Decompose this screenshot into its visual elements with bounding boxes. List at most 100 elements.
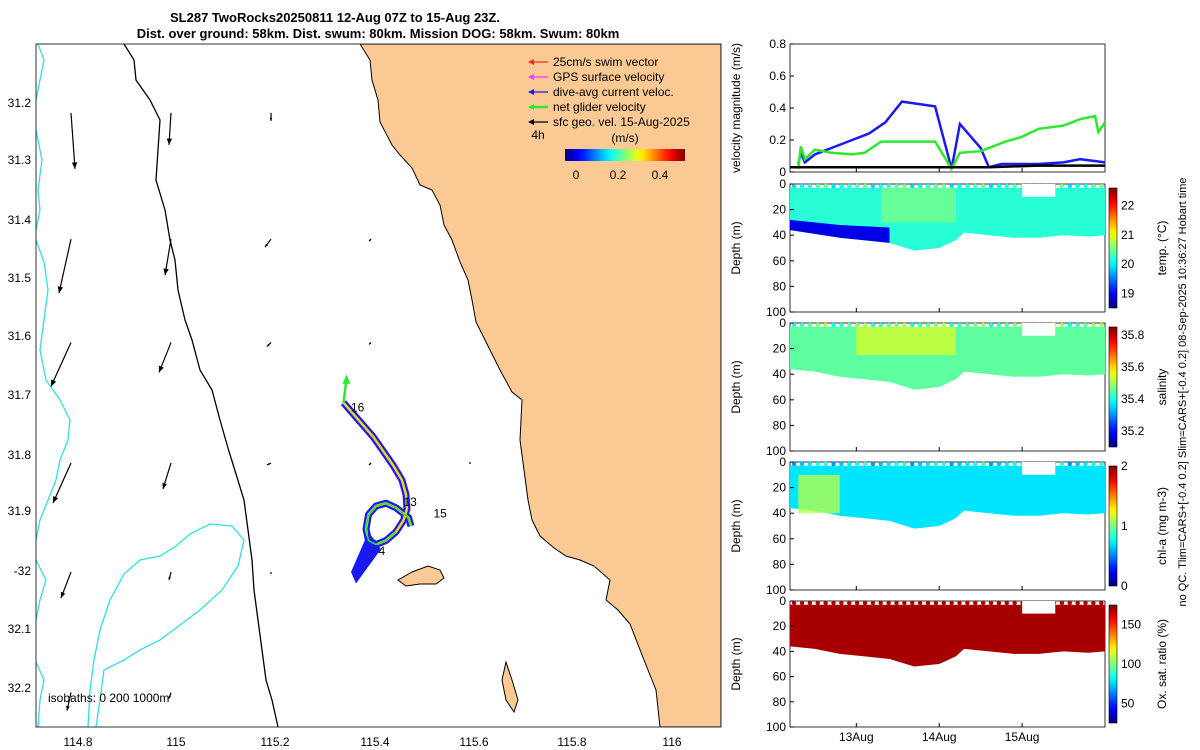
- map-y-tick: 31.5: [8, 271, 32, 285]
- chl-maximum: [798, 474, 840, 514]
- depth-tick: 60: [773, 254, 787, 268]
- figure-title-line2: Dist. over ground: 58km. Dist. swum: 80k…: [137, 26, 620, 41]
- depth-tick: 80: [773, 695, 787, 709]
- sfc-vector-arrow: [158, 342, 172, 373]
- map-y-tick: 31.3: [8, 153, 32, 167]
- depth-axis-label: Depth (m): [729, 499, 743, 552]
- colorbar-tick: 0.2: [610, 168, 627, 182]
- isobath-200m: [123, 44, 279, 727]
- sfc-vector-arrow: [266, 342, 272, 347]
- legend-item-dive_avg: dive-avg current veloc.: [528, 85, 674, 99]
- island-garden: [501, 660, 519, 714]
- legend-label: GPS surface velocity: [553, 70, 664, 84]
- surface-dots: [791, 183, 1104, 189]
- sfc-vector-field: [50, 112, 471, 711]
- sfc-vector-arrow: [269, 112, 273, 121]
- colorbar-label: (m/s): [611, 131, 638, 145]
- time-tick: 15Aug: [1005, 730, 1040, 744]
- colorbar-tick: 0: [573, 168, 580, 182]
- sfc-vector-arrow: [57, 239, 72, 294]
- track-label: 15: [434, 507, 448, 521]
- depth-axis-label: Depth (m): [729, 360, 743, 413]
- depth-tick: 40: [773, 367, 787, 381]
- depth-tick: 80: [773, 279, 787, 293]
- colorbar-label: temp. (°C): [1155, 221, 1169, 276]
- colorbar-tick: 150: [1121, 618, 1141, 632]
- colorbar-tick: 1: [1121, 519, 1128, 533]
- colorbar-tick: 35.2: [1121, 424, 1145, 438]
- sfc-vector-arrow: [162, 462, 172, 490]
- chlorophyll-section: 0 20 40 60 80 100 0 1 2 chl-a (mg m-3): [766, 455, 1169, 597]
- map-x-tick: 116: [662, 735, 681, 749]
- section-colorbar: 35.2 35.4 35.6 35.8: [1108, 326, 1145, 448]
- time-tick: 13Aug: [839, 730, 874, 744]
- map-x-tick: 115: [166, 735, 185, 749]
- legend-item-swim: 25cm/s swim vector: [528, 55, 658, 69]
- sfc-vector-arrow: [166, 112, 173, 145]
- map-y-ticks: 31.2 31.3 31.4 31.5 31.6 31.7 31.8 31.9 …: [8, 96, 32, 695]
- depth-tick: 80: [773, 418, 787, 432]
- depth-tick: 0: [779, 455, 786, 469]
- depth-tick: 20: [773, 203, 787, 217]
- legend-item-gps: GPS surface velocity: [528, 70, 664, 84]
- colorbar-tick: 21: [1121, 228, 1135, 242]
- depth-tick: 60: [773, 670, 787, 684]
- figure-title-line1: SL287 TwoRocks20250811 12-Aug 07Z to 15-…: [170, 10, 500, 25]
- depth-axis-label: Depth (m): [729, 221, 743, 274]
- colorbar-tick: 0.4: [652, 168, 669, 182]
- colorbar-tick: 100: [1121, 657, 1141, 671]
- map-y-tick: 31.8: [8, 448, 32, 462]
- depth-tick: 40: [773, 506, 787, 520]
- map-x-tick: 115.2: [260, 735, 289, 749]
- map-y-tick: 32.2: [8, 681, 32, 695]
- sfc-vector-arrow: [163, 239, 172, 276]
- dive-avg-plume: [351, 531, 381, 584]
- section-colorbar: 50 100 150: [1108, 604, 1141, 724]
- land-mass: [359, 44, 721, 727]
- sfc-vector-arrow: [168, 571, 172, 581]
- oxygen-section: 0 20 40 60 80 100 50 100 150 Ox. sat. ratio (%): [766, 594, 1169, 734]
- sfc-vector-arrow: [66, 692, 72, 711]
- map-y-tick: 31.2: [8, 96, 32, 110]
- sfc-vector-arrow: [70, 112, 78, 169]
- velocity-series-net: [797, 114, 1107, 172]
- cold-layer: [790, 219, 890, 243]
- sfc-vector-arrow: [50, 342, 72, 387]
- sfc-vector-arrow: [368, 342, 372, 345]
- map-y-tick: 31.9: [8, 504, 32, 518]
- track-labels: 16 13 15 4: [351, 400, 447, 557]
- colorbar-tick: 35.4: [1121, 392, 1145, 406]
- island-rottnest: [397, 565, 445, 587]
- net-velocity-arrow: [342, 374, 351, 403]
- map-y-tick: 31.6: [8, 329, 32, 343]
- legend-item-net: net glider velocity: [528, 100, 646, 114]
- colorbar-tick: 0: [1121, 579, 1128, 593]
- map-frame: [35, 43, 722, 728]
- time-tick: 14Aug: [922, 730, 957, 744]
- isobath-note: isobaths: 0 200 1000m: [48, 691, 169, 705]
- warm-patch: [881, 187, 956, 223]
- map-x-tick: 115.6: [459, 735, 488, 749]
- depth-tick: 0: [779, 316, 786, 330]
- map-x-tick: 115.8: [557, 735, 586, 749]
- data-gap: [1022, 462, 1056, 475]
- velocity-y-label: velocity magnitude (m/s): [729, 43, 743, 173]
- velocity-y-tick: 0.6: [769, 69, 786, 83]
- sfc-vector-arrow: [368, 462, 372, 466]
- data-gap: [1022, 323, 1056, 336]
- sfc-vector-arrow: [60, 571, 72, 599]
- sfc-vector-arrow: [368, 238, 372, 242]
- section-colorbar: 19 20 21 22: [1108, 187, 1135, 309]
- colorbar-label: Ox. sat. ratio (%): [1155, 619, 1169, 709]
- section-colorbar: 0 1 2: [1108, 459, 1128, 593]
- net-velocity-loop: [365, 502, 412, 546]
- track-label: 4: [379, 544, 386, 558]
- velocity-series-sfc_geo: [790, 164, 1105, 169]
- glider-track: [340, 374, 415, 584]
- map-y-tick: -32: [14, 564, 32, 578]
- legend-interval: 4h: [531, 128, 544, 142]
- depth-tick: 100: [766, 305, 786, 319]
